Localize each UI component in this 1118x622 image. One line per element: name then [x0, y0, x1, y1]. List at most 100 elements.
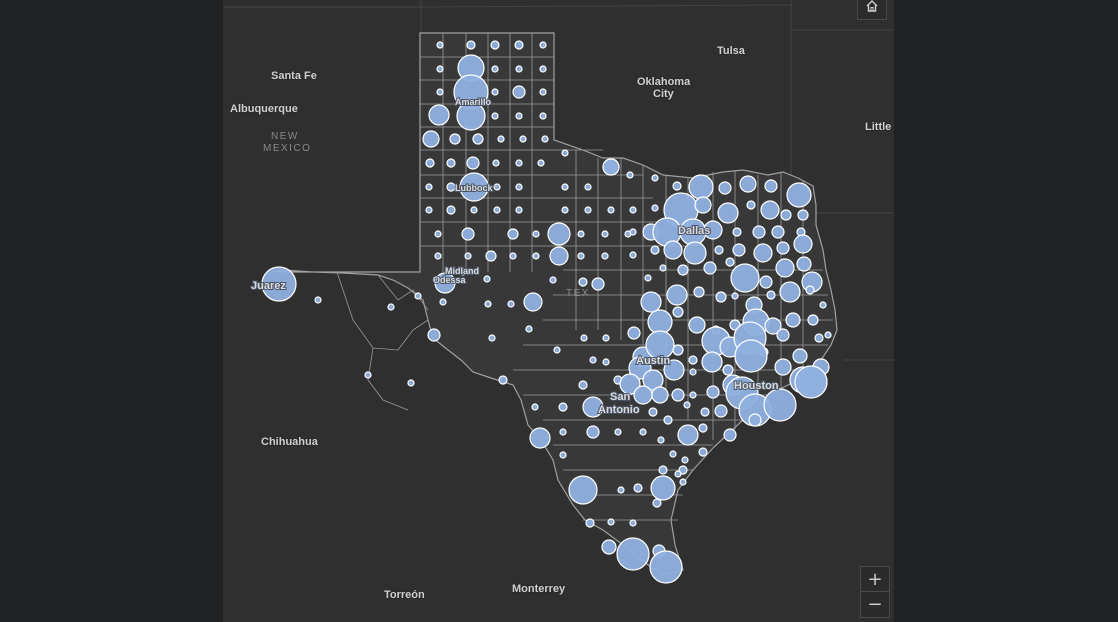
- county-bubble[interactable]: [689, 391, 697, 399]
- county-bubble[interactable]: [763, 388, 797, 422]
- zoom-in-button[interactable]: +: [860, 566, 890, 592]
- county-bubble[interactable]: [746, 200, 756, 210]
- county-bubble[interactable]: [734, 339, 768, 373]
- county-bubble[interactable]: [507, 300, 515, 308]
- county-bubble[interactable]: [616, 537, 650, 571]
- county-bubble[interactable]: [490, 40, 500, 50]
- county-bubble[interactable]: [658, 465, 668, 475]
- county-bubble[interactable]: [760, 200, 780, 220]
- county-bubble[interactable]: [466, 40, 476, 50]
- county-bubble[interactable]: [493, 206, 501, 214]
- county-bubble[interactable]: [539, 112, 547, 120]
- county-bubble[interactable]: [648, 407, 658, 417]
- county-bubble[interactable]: [449, 133, 461, 145]
- county-bubble[interactable]: [553, 346, 561, 354]
- county-bubble[interactable]: [647, 309, 673, 335]
- county-bubble[interactable]: [649, 550, 683, 584]
- county-bubble[interactable]: [515, 159, 523, 167]
- county-bubble[interactable]: [488, 334, 496, 342]
- county-bubble[interactable]: [732, 227, 742, 237]
- county-bubble[interactable]: [541, 135, 549, 143]
- county-bubble[interactable]: [752, 225, 766, 239]
- county-bubble[interactable]: [491, 65, 499, 73]
- county-bubble[interactable]: [539, 88, 547, 96]
- county-bubble[interactable]: [483, 275, 491, 283]
- county-bubble[interactable]: [602, 358, 610, 366]
- county-bubble[interactable]: [539, 41, 547, 49]
- county-bubble[interactable]: [731, 292, 739, 300]
- county-bubble[interactable]: [776, 328, 790, 342]
- county-bubble[interactable]: [650, 245, 660, 255]
- county-bubble[interactable]: [698, 423, 708, 433]
- county-bubble[interactable]: [694, 196, 712, 214]
- county-bubble[interactable]: [422, 130, 440, 148]
- county-bubble[interactable]: [614, 428, 622, 436]
- county-bubble[interactable]: [645, 330, 675, 360]
- county-bubble[interactable]: [689, 368, 697, 376]
- county-bubble[interactable]: [793, 234, 813, 254]
- county-bubble[interactable]: [714, 404, 728, 418]
- county-bubble[interactable]: [642, 369, 664, 391]
- map-view[interactable]: Santa Fe Albuquerque NEW MEXICO Tulsa Ok…: [223, 0, 894, 622]
- county-bubble[interactable]: [591, 277, 605, 291]
- county-bubble[interactable]: [585, 518, 595, 528]
- county-bubble[interactable]: [715, 291, 727, 303]
- county-bubble[interactable]: [485, 250, 497, 262]
- county-bubble[interactable]: [626, 171, 634, 179]
- county-bubble[interactable]: [805, 285, 815, 295]
- county-bubble[interactable]: [586, 425, 600, 439]
- county-bubble[interactable]: [725, 257, 735, 267]
- county-bubble[interactable]: [531, 403, 539, 411]
- county-bubble[interactable]: [678, 465, 688, 475]
- county-bubble[interactable]: [652, 498, 662, 508]
- county-bubble[interactable]: [792, 348, 808, 364]
- county-bubble[interactable]: [446, 205, 456, 215]
- county-bubble[interactable]: [425, 206, 433, 214]
- county-bubble[interactable]: [672, 181, 682, 191]
- county-bubble[interactable]: [434, 272, 456, 294]
- county-bubble[interactable]: [794, 365, 828, 399]
- county-bubble[interactable]: [717, 202, 739, 224]
- county-bubble[interactable]: [602, 334, 610, 342]
- county-bubble[interactable]: [515, 206, 523, 214]
- county-bubble[interactable]: [497, 135, 505, 143]
- county-bubble[interactable]: [561, 183, 569, 191]
- county-bubble[interactable]: [651, 386, 669, 404]
- county-bubble[interactable]: [472, 133, 484, 145]
- county-bubble[interactable]: [732, 243, 746, 257]
- county-bubble[interactable]: [681, 456, 689, 464]
- county-bubble[interactable]: [759, 275, 773, 289]
- county-bubble[interactable]: [718, 181, 732, 195]
- county-bubble[interactable]: [414, 292, 422, 300]
- county-bubble[interactable]: [663, 359, 685, 381]
- county-bubble[interactable]: [459, 268, 467, 276]
- county-bubble[interactable]: [580, 334, 588, 342]
- county-bubble[interactable]: [456, 101, 486, 131]
- county-bubble[interactable]: [688, 355, 698, 365]
- county-bubble[interactable]: [807, 314, 819, 326]
- county-bubble[interactable]: [617, 486, 625, 494]
- county-bubble[interactable]: [549, 276, 557, 284]
- county-bubble[interactable]: [657, 436, 665, 444]
- county-bubble[interactable]: [683, 401, 691, 409]
- county-bubble[interactable]: [514, 40, 524, 50]
- county-bubble[interactable]: [650, 475, 676, 501]
- county-bubble[interactable]: [493, 183, 501, 191]
- county-bubble[interactable]: [464, 252, 472, 260]
- county-bubble[interactable]: [578, 277, 588, 287]
- county-bubble[interactable]: [532, 252, 540, 260]
- county-bubble[interactable]: [547, 222, 571, 246]
- county-bubble[interactable]: [764, 179, 778, 193]
- county-bubble[interactable]: [602, 158, 620, 176]
- county-bubble[interactable]: [633, 385, 653, 405]
- county-bubble[interactable]: [601, 539, 617, 555]
- county-bubble[interactable]: [669, 450, 677, 458]
- county-bubble[interactable]: [629, 251, 637, 259]
- county-bubble[interactable]: [679, 478, 687, 486]
- county-bubble[interactable]: [753, 243, 773, 263]
- county-bubble[interactable]: [470, 206, 478, 214]
- county-bubble[interactable]: [607, 206, 615, 214]
- county-bubble[interactable]: [568, 475, 598, 505]
- county-bubble[interactable]: [427, 328, 441, 342]
- county-bubble[interactable]: [549, 246, 569, 266]
